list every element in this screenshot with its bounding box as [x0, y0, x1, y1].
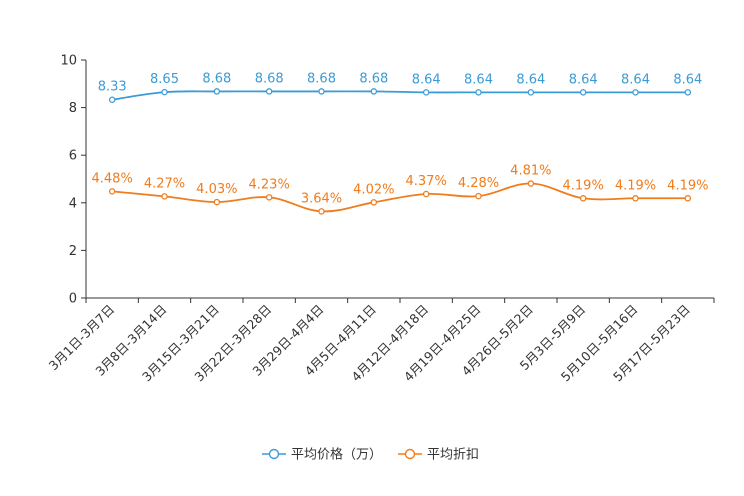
data-label: 4.27% — [144, 176, 185, 191]
legend-marker-icon — [268, 448, 280, 460]
data-label: 4.81% — [510, 164, 551, 179]
data-point[interactable] — [632, 89, 639, 96]
data-point[interactable] — [684, 89, 692, 96]
data-label: 8.33 — [98, 80, 127, 95]
data-point[interactable] — [579, 195, 587, 202]
data-label: 4.28% — [458, 176, 499, 191]
data-point[interactable] — [318, 208, 325, 215]
data-label: 4.48% — [92, 171, 133, 186]
legend[interactable]: 平均价格（万） 平均折扣 — [262, 447, 479, 463]
data-point[interactable] — [265, 194, 273, 201]
data-point[interactable] — [422, 89, 430, 96]
data-point[interactable] — [370, 88, 378, 95]
data-label: 4.19% — [563, 178, 604, 193]
series-2: 4.48% 4.27% 4.03% 4.23% 3.64% 4.02% 4.37% 4.28%… — [92, 164, 708, 215]
axes: 02468103月1日-3月7日3月8日-3月14日3月15日-3月21日3月2… — [46, 54, 715, 384]
data-point[interactable] — [161, 88, 168, 96]
y-tick-label: 10 — [60, 54, 77, 69]
series-group: 8.33 8.65 8.68 8.68 8.68 8.68 8.64 8.64 8.64 8.64… — [92, 71, 708, 215]
data-point[interactable] — [422, 190, 430, 198]
data-label: 8.68 — [202, 71, 231, 86]
data-label: 8.68 — [255, 71, 284, 86]
y-tick-label: 8 — [69, 101, 77, 116]
legend-marker-icon — [404, 448, 416, 460]
legend-label: 平均折扣 — [427, 448, 479, 463]
data-label: 3.64% — [301, 191, 342, 206]
data-point[interactable] — [213, 198, 221, 206]
data-point[interactable] — [579, 89, 587, 96]
data-point[interactable] — [108, 96, 116, 103]
y-tick-label: 4 — [69, 196, 77, 211]
data-label: 4.19% — [615, 178, 656, 193]
data-label: 4.23% — [249, 177, 290, 192]
legend-item-1[interactable]: 平均价格（万） — [262, 447, 382, 463]
data-point[interactable] — [265, 88, 273, 95]
data-label: 8.65 — [150, 72, 179, 87]
data-label: 4.37% — [406, 174, 447, 189]
data-point[interactable] — [108, 188, 116, 195]
series-1: 8.33 8.65 8.68 8.68 8.68 8.68 8.64 8.64 8.64 8.64… — [98, 71, 702, 103]
legend-item-2[interactable]: 平均折扣 — [398, 448, 479, 463]
y-tick-label: 6 — [69, 149, 77, 164]
series-line — [112, 90, 688, 101]
data-label: 8.68 — [307, 71, 336, 86]
data-point[interactable] — [370, 199, 378, 206]
data-point[interactable] — [213, 88, 221, 95]
data-label: 8.64 — [673, 72, 702, 87]
data-point[interactable] — [684, 195, 692, 202]
data-point[interactable] — [632, 195, 639, 202]
data-point[interactable] — [527, 89, 535, 96]
data-label: 8.68 — [359, 71, 388, 86]
legend-label: 平均价格（万） — [291, 447, 382, 463]
data-point[interactable] — [161, 193, 168, 200]
data-label: 4.03% — [196, 182, 237, 197]
data-point[interactable] — [527, 180, 535, 187]
data-point[interactable] — [475, 89, 482, 96]
data-label: 4.19% — [667, 178, 708, 193]
y-tick-label: 0 — [69, 292, 77, 307]
data-label: 8.64 — [464, 72, 493, 87]
y-tick-label: 2 — [69, 244, 77, 259]
data-label: 8.64 — [621, 72, 650, 87]
data-point[interactable] — [318, 88, 325, 95]
series-line — [112, 182, 688, 213]
data-point[interactable] — [475, 192, 482, 200]
data-label: 8.64 — [569, 72, 598, 87]
data-label: 4.02% — [353, 182, 394, 197]
data-label: 8.64 — [516, 72, 545, 87]
data-label: 8.64 — [412, 72, 441, 87]
